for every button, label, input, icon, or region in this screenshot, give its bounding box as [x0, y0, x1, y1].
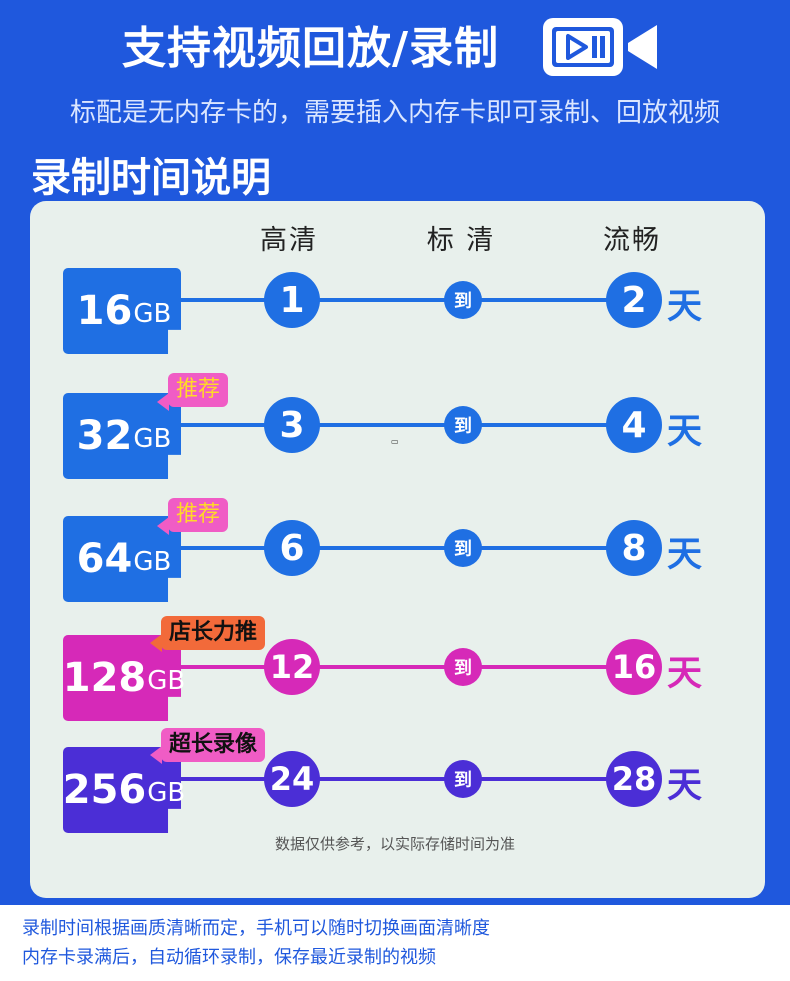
column-header-hd: 高清 — [260, 225, 318, 256]
connector-circle: 到 — [444, 281, 482, 319]
connector-circle: 到 — [444, 529, 482, 567]
page-title: 支持视频回放/录制 — [122, 23, 500, 74]
timeline-line — [181, 298, 633, 302]
card-size: 16 — [76, 288, 133, 334]
days-from-circle: 12 — [264, 639, 320, 695]
card-size: 128 — [62, 655, 147, 701]
card-unit: GB — [147, 778, 186, 808]
tag-pointer — [150, 634, 162, 652]
card-size: 64 — [76, 536, 133, 582]
featured-tag: 店长力推 — [161, 616, 266, 650]
video-camera-play-icon — [543, 18, 657, 76]
days-from-circle: 24 — [264, 751, 320, 807]
card-unit: GB — [133, 547, 172, 577]
day-unit: 天 — [667, 287, 703, 327]
section-title: 录制时间说明 — [31, 155, 271, 201]
days-from-circle: 6 — [264, 520, 320, 576]
disclaimer-note: 数据仅供参考，以实际存储时间为准 — [274, 835, 515, 853]
long-recording-tag: 超长录像 — [161, 728, 266, 762]
day-unit: 天 — [667, 535, 703, 575]
days-from-circle: 3 — [264, 397, 320, 453]
card-unit: GB — [147, 666, 186, 696]
days-to-circle: 2 — [606, 272, 662, 328]
tag-pointer — [157, 517, 169, 535]
footer-line-1: 录制时间根据画质清晰而定，手机可以随时切换画面清晰度 — [22, 918, 490, 939]
timeline-line — [181, 423, 633, 427]
column-header-sd: 标 清 — [426, 225, 496, 256]
timeline-line — [181, 777, 633, 781]
footer-line-2: 内存卡录满后，自动循环录制，保存最近录制的视频 — [22, 947, 436, 968]
days-from-circle: 1 — [264, 272, 320, 328]
day-unit: 天 — [667, 412, 703, 452]
connector-circle: 到 — [444, 648, 482, 686]
days-to-circle: 4 — [606, 397, 662, 453]
subtitle: 标配是无内存卡的，需要插入内存卡即可录制、回放视频 — [69, 98, 720, 128]
sd-card-icon — [63, 268, 181, 354]
card-size-label: 16 GB — [63, 268, 185, 354]
card-unit: GB — [133, 299, 172, 329]
card-size-label: 64 GB — [63, 516, 185, 602]
timeline-line — [181, 665, 633, 669]
connector-circle: 到 — [444, 406, 482, 444]
card-size: 32 — [76, 413, 133, 459]
card-unit: GB — [133, 424, 172, 454]
video-mini-icon: ▭ — [391, 437, 399, 446]
days-to-circle: 28 — [606, 751, 662, 807]
day-unit: 天 — [667, 766, 703, 806]
tag-pointer — [150, 746, 162, 764]
days-to-circle: 8 — [606, 520, 662, 576]
column-header-smooth: 流畅 — [603, 225, 661, 256]
days-to-circle: 16 — [606, 639, 662, 695]
card-size-label: 32 GB — [63, 393, 185, 479]
card-size-label: 256 GB — [63, 747, 185, 833]
connector-circle: 到 — [444, 760, 482, 798]
recommend-tag: 推荐 — [168, 498, 229, 532]
timeline-line — [181, 546, 633, 550]
day-unit: 天 — [667, 654, 703, 694]
tag-pointer — [157, 393, 169, 411]
card-size: 256 — [62, 767, 147, 813]
recommend-tag: 推荐 — [168, 373, 229, 407]
card-size-label: 128 GB — [63, 635, 185, 721]
